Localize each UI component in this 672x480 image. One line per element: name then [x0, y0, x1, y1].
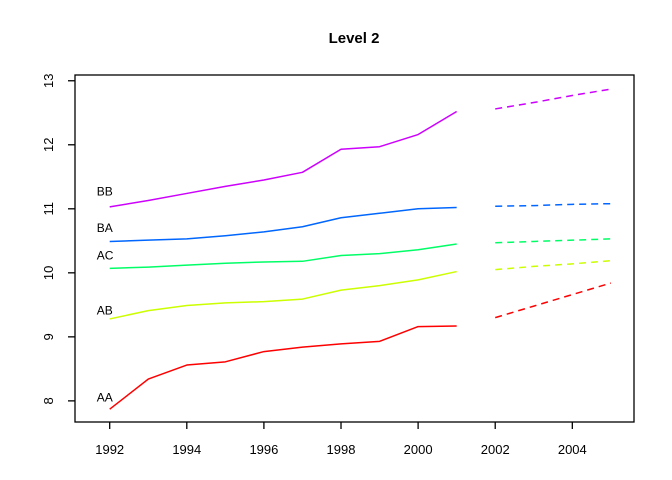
x-tick-label: 2000: [404, 442, 433, 457]
y-tick-label: 10: [41, 266, 56, 280]
series-label-AB: AB: [97, 304, 113, 318]
y-tick-label: 11: [41, 202, 56, 216]
series-line-dashed-AA: [494, 282, 612, 319]
series-label-AC: AC: [97, 249, 114, 263]
series-label-BA: BA: [97, 221, 113, 235]
y-tick-label: 12: [41, 138, 56, 152]
y-tick-label: 13: [41, 74, 56, 88]
series-line-solid-BA: [109, 206, 457, 243]
y-tick-label: 8: [41, 397, 56, 404]
chart-title: Level 2: [329, 30, 380, 47]
x-tick-label: 2002: [481, 442, 510, 457]
series-line-dashed-BA: [495, 202, 611, 207]
x-tick-label: 1998: [327, 442, 356, 457]
series-line-solid-AC: [109, 243, 457, 270]
series-line-dashed-AB: [495, 259, 611, 271]
series-label-AA: AA: [97, 391, 113, 405]
x-tick-label: 1996: [249, 442, 278, 457]
series-line-dashed-BB: [495, 88, 611, 110]
series-line-dashed-AC: [495, 238, 611, 244]
x-tick-label: 1992: [95, 442, 124, 457]
y-tick-label: 9: [41, 333, 56, 340]
series-label-BB: BB: [97, 185, 113, 199]
series-line-solid-AB: [109, 270, 457, 320]
x-tick-label: 2004: [558, 442, 587, 457]
plot-box: [74, 74, 635, 423]
x-tick-label: 1994: [172, 442, 201, 457]
series-line-solid-BB: [109, 110, 458, 208]
series-line-solid-AA: [109, 325, 457, 410]
